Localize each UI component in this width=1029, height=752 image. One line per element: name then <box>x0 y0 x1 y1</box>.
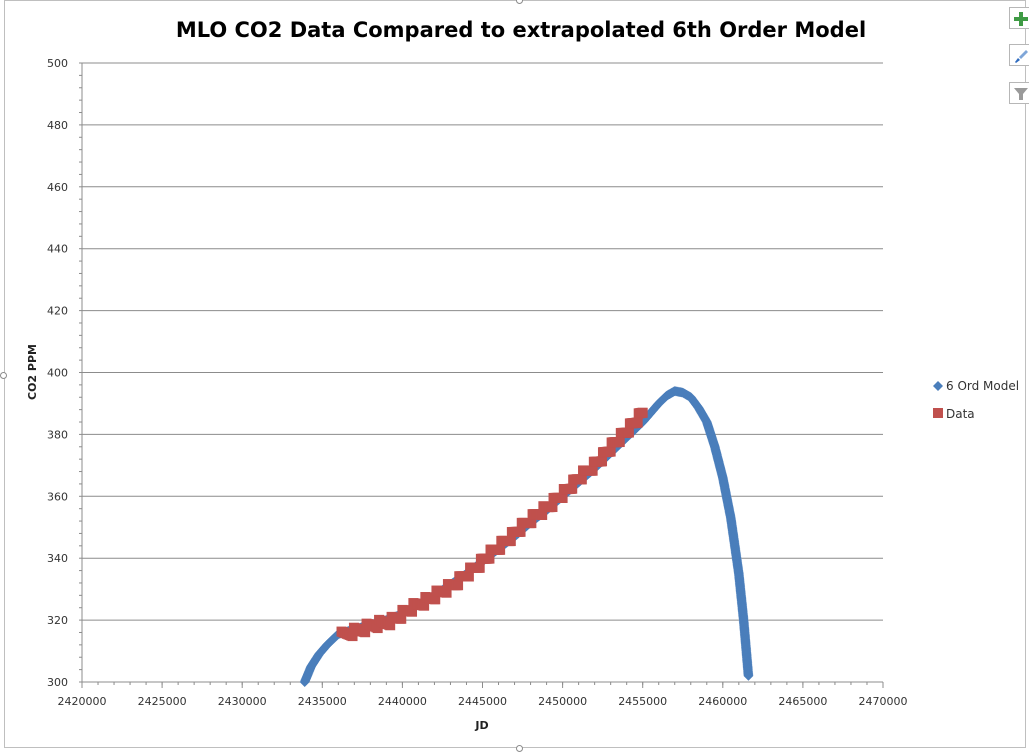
legend[interactable]: 6 Ord Model Data <box>933 379 1019 421</box>
y-tick-label: 400 <box>47 367 68 380</box>
data-point <box>576 474 587 485</box>
chart-styles-button[interactable] <box>1009 44 1029 66</box>
data-point <box>557 492 568 503</box>
data-point <box>463 571 474 582</box>
data-point <box>537 510 548 521</box>
data-point <box>407 606 418 617</box>
y-tick-label: 420 <box>47 305 68 318</box>
resize-handle-left-center[interactable] <box>0 372 7 379</box>
data-point <box>495 544 506 555</box>
x-tick-label: 2430000 <box>218 695 267 708</box>
data-point <box>605 446 616 457</box>
y-axis-title: CO2 PPM <box>26 344 39 400</box>
resize-handle-top-center[interactable] <box>516 0 523 4</box>
data-point <box>597 456 608 467</box>
chart-filters-button[interactable] <box>1009 82 1029 104</box>
x-tick-label: 2470000 <box>859 695 908 708</box>
y-tick-label: 300 <box>47 676 68 689</box>
data-point <box>614 437 625 448</box>
x-tick-label: 2420000 <box>58 695 107 708</box>
paintbrush-icon <box>1015 50 1028 63</box>
data-point <box>347 631 358 642</box>
filter-icon <box>1014 88 1028 100</box>
legend-marker-data <box>933 408 943 418</box>
legend-label-data: Data <box>946 407 975 421</box>
axes: 300 320 340 360 380 400 420 440 460 480 500 2420000… <box>47 57 908 708</box>
x-tick-label: 2455000 <box>618 695 667 708</box>
y-tick-label: 440 <box>47 243 68 256</box>
data-point <box>637 407 648 418</box>
y-tick-label: 460 <box>47 181 68 194</box>
data-point <box>360 627 371 638</box>
model-point <box>743 670 754 681</box>
y-tick-label: 480 <box>47 119 68 132</box>
data-point <box>515 526 526 537</box>
data-point <box>453 580 464 591</box>
y-tick-label: 340 <box>47 552 68 565</box>
y-tick-label: 380 <box>47 428 68 441</box>
gridlines <box>82 62 883 683</box>
x-tick-label: 2435000 <box>298 695 347 708</box>
data-point <box>505 536 516 547</box>
data-point <box>547 502 558 513</box>
legend-marker-6-ord-model <box>933 381 943 391</box>
data-point <box>632 417 643 428</box>
y-tick-label: 320 <box>47 614 68 627</box>
x-tick-label: 2460000 <box>698 695 747 708</box>
data-point <box>385 620 396 631</box>
x-tick-label: 2465000 <box>778 695 827 708</box>
series-data <box>336 407 648 642</box>
data-point <box>526 518 537 529</box>
x-tick-label: 2440000 <box>378 695 427 708</box>
data-point <box>623 427 634 438</box>
chart-elements-button[interactable] <box>1009 7 1029 29</box>
x-tick-label: 2450000 <box>538 695 587 708</box>
data-point <box>567 483 578 494</box>
data-point <box>587 465 598 476</box>
data-point <box>474 562 485 573</box>
x-tick-label: 2425000 <box>138 695 187 708</box>
y-tick-label: 500 <box>47 57 68 70</box>
data-point <box>430 594 441 605</box>
plus-icon <box>1014 12 1028 26</box>
chart-title: MLO CO2 Data Compared to extrapolated 6t… <box>176 18 866 42</box>
x-tick-label: 2445000 <box>458 695 507 708</box>
data-point <box>396 613 407 624</box>
data-point <box>419 600 430 611</box>
data-point <box>484 553 495 564</box>
series-6-ord-model <box>299 386 754 687</box>
y-tick-label: 360 <box>47 490 68 503</box>
data-point <box>372 623 383 634</box>
x-axis-title: JD <box>474 719 488 732</box>
data-point <box>441 587 452 598</box>
legend-label-6-ord-model: 6 Ord Model <box>946 379 1019 393</box>
